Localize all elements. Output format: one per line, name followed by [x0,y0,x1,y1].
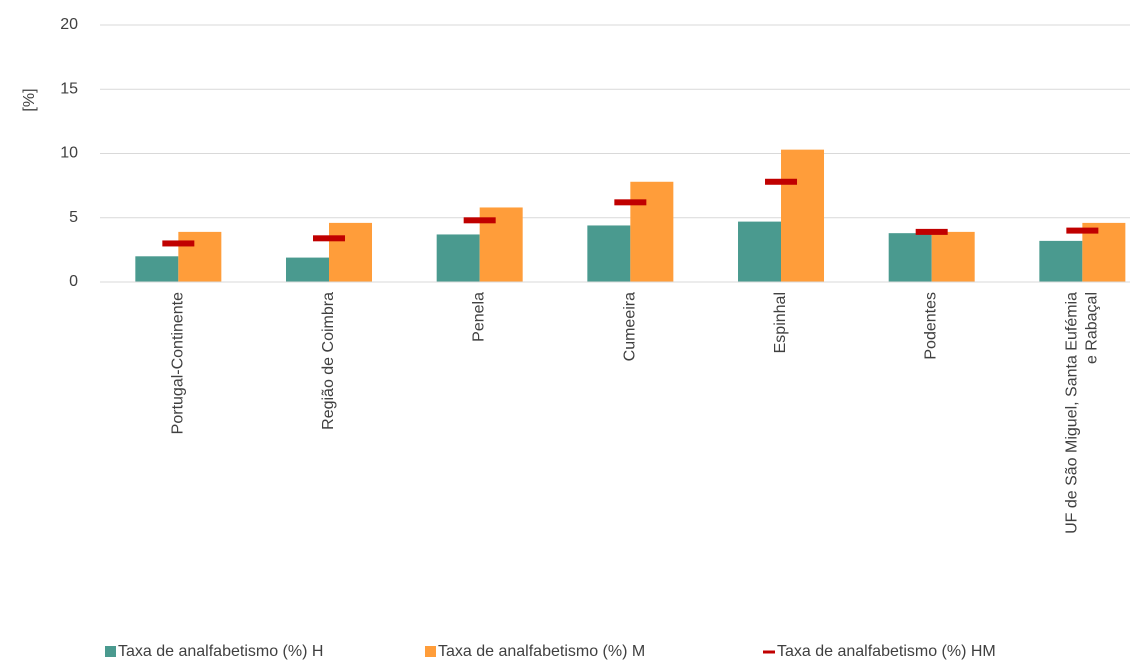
marker [162,240,195,247]
x-tick-label: UF de São Miguel, Santa Eufémia e Rabaçal [1064,292,1101,534]
marker [614,199,647,206]
x-tick-label-line: Podentes [923,292,940,360]
x-tick-label-line: Portugal-Continente [170,292,187,434]
y-tick-label: 0 [69,273,78,290]
x-tick-label: Podentes [923,292,940,360]
bar [738,221,782,282]
bar [630,181,674,282]
x-tick-label-line: Penela [471,292,488,342]
bar [436,234,480,282]
legend-label: Taxa de analfabetismo (%) H [118,643,323,660]
legend-swatch [105,646,116,657]
legend-swatch [763,650,775,654]
y-tick-label: 20 [60,16,78,33]
marker [313,235,346,242]
marker [1066,227,1099,234]
x-tick-label-line: Região de Coimbra [320,292,337,430]
y-tick-label: 15 [60,80,78,97]
y-tick-label: 10 [60,145,78,162]
bar [888,233,932,282]
bar [781,149,825,282]
x-tick-label: Penela [471,292,488,342]
legend-label: Taxa de analfabetismo (%) HM [777,643,996,660]
bar [931,231,975,282]
x-tick-label: Cumeeira [622,292,639,361]
y-tick-label: 5 [69,209,78,226]
bar [329,222,373,282]
marker [463,217,496,224]
bar [178,231,222,282]
x-tick-label-line: UF de São Miguel, Santa Eufémia [1064,292,1081,534]
marker [915,228,948,235]
bar [587,225,631,282]
bar [135,256,179,282]
legend-swatch [425,646,436,657]
x-tick-label-line: Espinhal [772,292,789,353]
x-tick-label-line: Cumeeira [622,292,639,361]
x-tick-label-line: e Rabaçal [1084,292,1101,364]
y-axis-label: [%] [21,88,38,111]
x-tick-label: Espinhal [772,292,789,353]
bar [286,257,330,282]
legend-label: Taxa de analfabetismo (%) M [438,643,645,660]
x-tick-label: Região de Coimbra [320,292,337,430]
bar [1039,240,1083,282]
x-tick-label: Portugal-Continente [170,292,187,434]
marker [765,178,798,185]
